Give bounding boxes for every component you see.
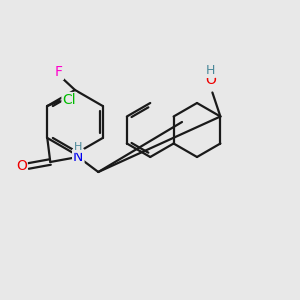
Text: N: N (73, 150, 83, 164)
Text: H: H (74, 142, 82, 152)
Text: F: F (55, 65, 63, 79)
Text: O: O (16, 159, 27, 173)
Text: Cl: Cl (62, 93, 76, 107)
Text: H: H (206, 64, 215, 77)
Text: O: O (205, 74, 216, 88)
